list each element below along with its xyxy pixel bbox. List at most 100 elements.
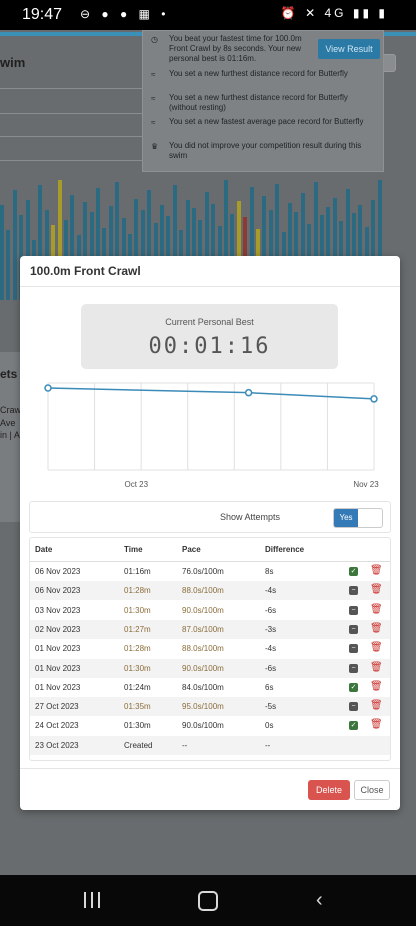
cell-date: 01 Nov 2023 <box>35 663 81 673</box>
background-bar <box>326 207 331 300</box>
checkbox-checked-icon[interactable]: ✓ <box>349 721 358 731</box>
trash-icon[interactable]: 🗑 <box>370 603 383 615</box>
show-attempts-bar: Show Attempts Yes <box>29 501 391 533</box>
background-text-2: Ave <box>0 418 16 428</box>
trash-icon[interactable]: 🗑 <box>370 700 383 712</box>
x-tick-label: Nov 23 <box>353 480 379 489</box>
cell-time: 01:28m <box>124 586 151 596</box>
trash-icon[interactable]: 🗑 <box>370 680 383 692</box>
minus-square-icon[interactable]: − <box>349 663 358 673</box>
cell-date: 24 Oct 2023 <box>35 721 79 731</box>
notification-text: You set a new furthest distance record f… <box>169 93 348 112</box>
cell-pace: 88.0s/100m <box>182 586 224 596</box>
cell-date: 01 Nov 2023 <box>35 644 81 654</box>
checkbox-checked-icon[interactable]: ✓ <box>349 567 358 576</box>
table-header-divider <box>30 561 390 562</box>
table-row: 01 Nov 2023 01:28m 88.0s/100m -4s − 🗑 <box>30 639 390 658</box>
checkbox-checked-icon[interactable]: ✓ <box>349 682 358 692</box>
cell-date: 02 Nov 2023 <box>35 624 81 634</box>
background-bar <box>204 192 209 300</box>
cell-time: 01:27m <box>124 624 151 634</box>
back-icon[interactable]: ‹ <box>316 889 323 911</box>
close-button[interactable]: Close <box>354 780 390 800</box>
wave-icon: ≈ <box>151 94 156 103</box>
cell-time: 01:28m <box>124 644 151 654</box>
view-result-button[interactable]: View Result <box>318 39 380 59</box>
background-bar <box>108 206 113 300</box>
wave-icon: ≈ <box>151 118 156 127</box>
background-bar <box>12 190 17 300</box>
minus-square-icon[interactable]: − <box>349 586 358 596</box>
background-bar <box>275 184 280 300</box>
cell-pace: 87.0s/100m <box>182 624 224 634</box>
cell-difference: -- <box>265 740 271 750</box>
notification-text: You did not improve your competition res… <box>169 141 362 160</box>
cell-time: 01:35m <box>124 702 151 712</box>
network-label: 4G <box>324 6 347 20</box>
home-icon[interactable] <box>198 891 218 911</box>
x-tick-label: Oct 23 <box>125 480 149 489</box>
cell-pace: 88.0s/100m <box>182 644 224 654</box>
status-bar: 19:47 ⊖ ● ● ▦ • ⏰ ✕ 4G ▮▮ ▮ <box>0 0 416 30</box>
cell-pace: 84.0s/100m <box>182 682 224 692</box>
stopwatch-icon: ◷ <box>151 35 158 44</box>
background-bar <box>313 182 318 300</box>
trash-icon[interactable]: 🗑 <box>370 661 383 673</box>
background-bar <box>192 208 196 300</box>
data-point <box>244 388 253 397</box>
minus-square-icon[interactable]: − <box>349 702 358 712</box>
cell-difference: 0s <box>265 721 274 731</box>
recents-icon[interactable] <box>83 892 101 908</box>
table-row: 01 Nov 2023 01:30m 90.0s/100m -6s − 🗑 <box>30 658 390 678</box>
background-title: wim <box>0 55 26 70</box>
trophy-icon: ♛ <box>151 142 159 151</box>
cell-date: 06 Nov 2023 <box>35 567 81 576</box>
background-bar <box>160 205 164 300</box>
table-row: 03 Nov 2023 01:30m 90.0s/100m -6s − 🗑 <box>30 601 390 620</box>
background-sets-heading: ets <box>0 367 18 381</box>
trash-icon[interactable]: 🗑 <box>370 565 383 576</box>
background-bar <box>300 193 305 300</box>
data-point <box>44 384 52 392</box>
delete-button[interactable]: Delete <box>308 780 350 800</box>
column-header-time: Time <box>124 545 143 554</box>
background-bar <box>96 188 100 300</box>
background-bar <box>262 196 267 300</box>
background-bar <box>288 203 292 300</box>
cell-time: 01:24m <box>124 682 151 692</box>
cell-difference: 8s <box>265 567 274 576</box>
data-point <box>370 395 378 403</box>
background-bar <box>268 210 273 300</box>
system-icons: ⏰ ✕ 4G ▮▮ ▮ <box>280 6 388 20</box>
personal-best-value: 00:01:16 <box>148 334 271 359</box>
series-line <box>47 387 375 400</box>
trash-icon[interactable]: 🗑 <box>370 622 383 634</box>
cell-time: 01:30m <box>124 721 151 731</box>
trash-icon[interactable]: 🗑 <box>370 719 383 731</box>
modal-header: 100.0m Front Crawl <box>20 256 400 287</box>
cell-difference: -4s <box>265 644 277 654</box>
cell-date: 27 Oct 2023 <box>35 702 79 712</box>
modal-title: 100.0m Front Crawl <box>30 264 141 278</box>
background-bar <box>6 230 11 300</box>
personal-best-label: Current Personal Best <box>165 317 254 327</box>
background-bar <box>358 205 363 300</box>
minus-square-icon[interactable]: − <box>349 624 358 634</box>
toggle-yes[interactable]: Yes <box>334 509 358 527</box>
table-row: 02 Nov 2023 01:27m 87.0s/100m -3s − 🗑 <box>30 619 390 639</box>
trash-icon[interactable]: 🗑 <box>370 584 383 596</box>
wave-icon: ≈ <box>151 70 156 79</box>
background-bar <box>70 195 75 300</box>
background-bar <box>211 204 216 300</box>
cell-pace: 90.0s/100m <box>182 721 224 731</box>
minus-square-icon[interactable]: − <box>349 605 358 615</box>
cell-time: 01:30m <box>124 605 151 615</box>
modal-footer-divider <box>20 768 400 769</box>
personal-best-modal: 100.0m Front Crawl Current Personal Best… <box>20 256 400 810</box>
trash-icon[interactable]: 🗑 <box>370 642 383 654</box>
background-bar <box>172 185 177 300</box>
minus-square-icon[interactable]: − <box>349 644 358 654</box>
column-header-date: Date <box>35 545 53 554</box>
clock: 19:47 <box>22 6 63 23</box>
show-attempts-toggle[interactable]: Yes <box>333 508 383 528</box>
